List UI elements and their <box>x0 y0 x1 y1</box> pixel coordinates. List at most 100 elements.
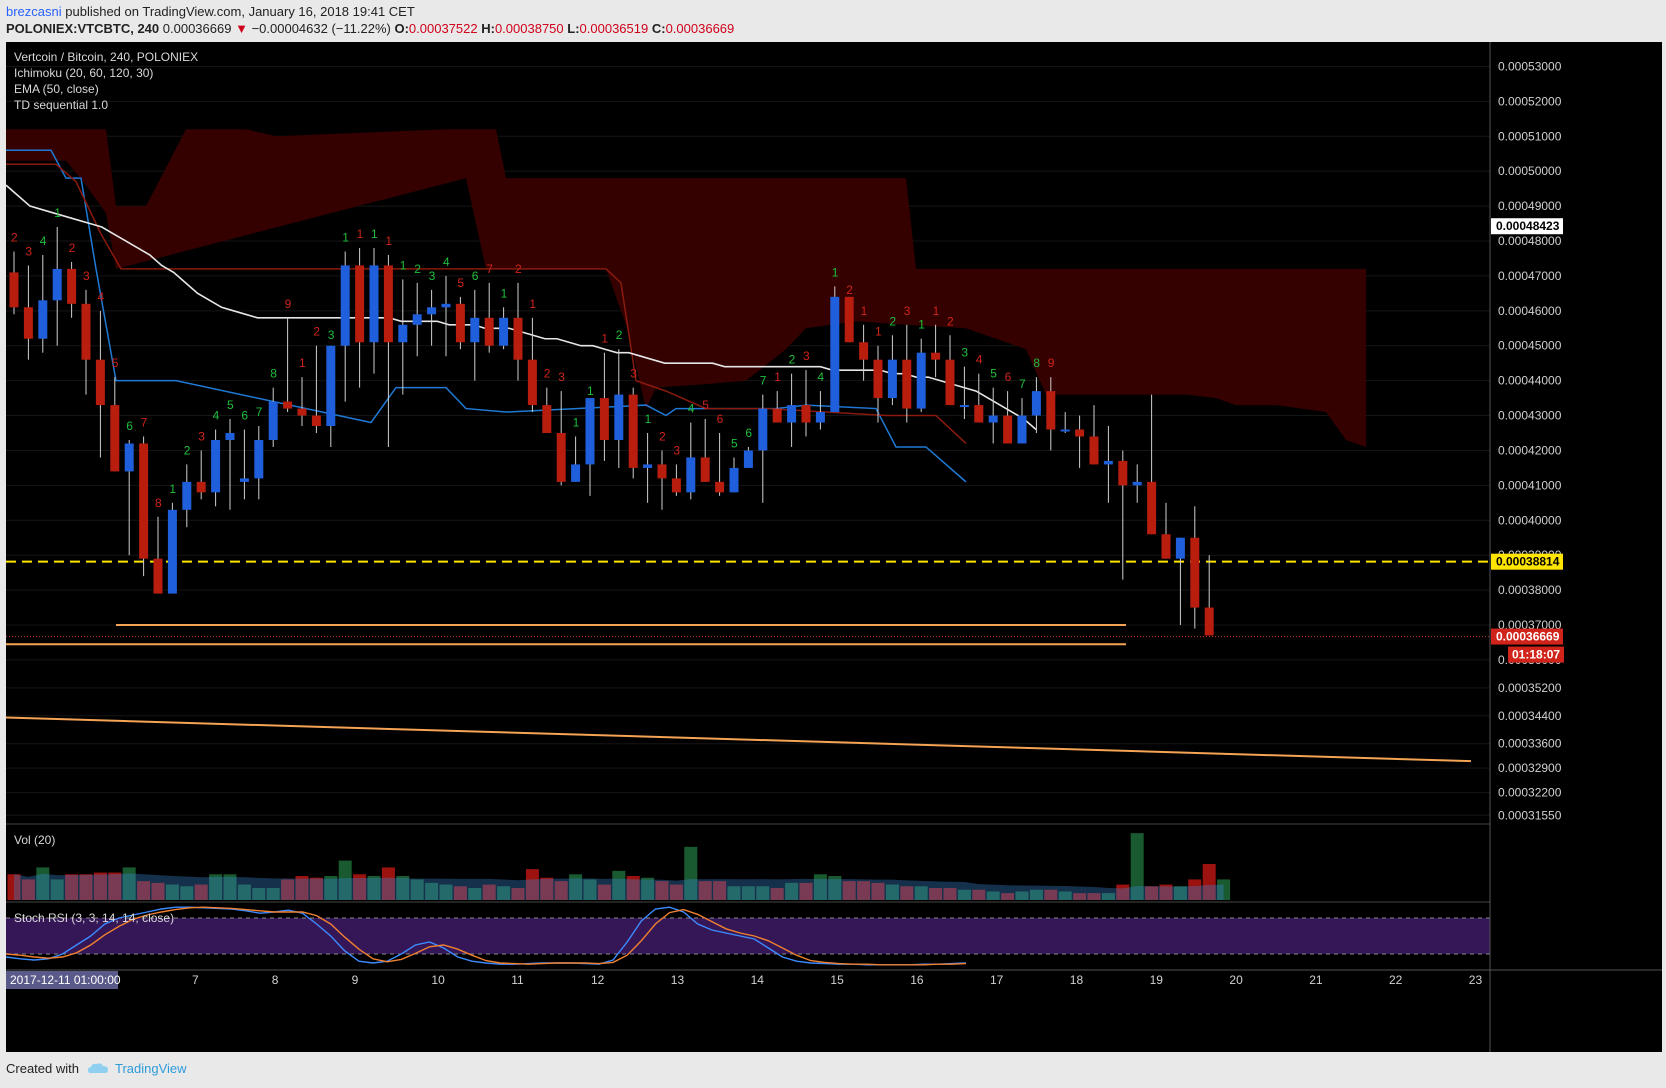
volume-bar <box>842 881 856 900</box>
close-value: 0.00036669 <box>665 21 735 36</box>
countdown-bg <box>1508 646 1564 663</box>
x-tick-label: 10 <box>431 973 445 987</box>
ichimoku-lines <box>6 149 967 483</box>
candle-body <box>844 296 854 343</box>
high-label: H: <box>481 21 495 36</box>
candle-body <box>743 450 753 468</box>
volume-bar <box>309 877 323 900</box>
tradingview-cloud-icon <box>87 1062 108 1073</box>
candle-body <box>599 398 609 440</box>
volume-bar <box>943 888 957 900</box>
y-tick-label: 0.00050000 <box>1498 164 1562 178</box>
down-arrow-icon: ▼ <box>235 21 248 36</box>
td-count: 5 <box>990 367 997 381</box>
td-count: 3 <box>904 304 911 318</box>
td-count: 1 <box>587 384 594 398</box>
x-tick-label: 18 <box>1070 973 1084 987</box>
candles[interactable] <box>9 227 1214 636</box>
volume-bar <box>108 872 122 900</box>
x-tick-label: 12 <box>591 973 605 987</box>
candle-body <box>1118 460 1128 486</box>
td-count: 3 <box>328 328 335 342</box>
td-count: 2 <box>184 443 191 457</box>
x-tick-label: 23 <box>1469 973 1483 987</box>
volume-bar <box>223 874 237 900</box>
td-count: 6 <box>1005 370 1012 384</box>
volume-bar <box>511 888 525 900</box>
candle-body <box>297 408 307 416</box>
candle-body <box>1003 415 1013 444</box>
price-grid <box>6 65 1490 816</box>
td-count: 7 <box>256 405 263 419</box>
volume-bar <box>1029 889 1043 900</box>
td-count: 8 <box>155 496 162 510</box>
resistance-price-tag-bg <box>1491 553 1563 570</box>
candle-body <box>427 307 437 315</box>
candle-body <box>527 359 537 406</box>
volume-bar <box>453 886 467 900</box>
candle-body <box>38 300 48 339</box>
candle-body <box>988 415 998 423</box>
td-count: 1 <box>529 297 536 311</box>
candle-body <box>787 405 797 423</box>
candle-body <box>167 509 177 594</box>
td-count: 3 <box>673 443 680 457</box>
td-count: 1 <box>169 482 176 496</box>
td-count: 9 <box>285 297 292 311</box>
td-count: 1 <box>933 304 940 318</box>
time-axis[interactable]: 2017-12-11 01:00:00 7 8 9 10 11 12 13 14 15 16 17 18… <box>6 969 1662 989</box>
candle-body <box>815 412 825 423</box>
td-count: 1 <box>774 370 781 384</box>
volume-bar <box>813 874 827 900</box>
legend-ichimoku: Ichimoku (20, 60, 120, 30) <box>14 66 153 80</box>
volume-bar <box>281 879 295 900</box>
stoch-k-line <box>5 906 967 966</box>
publisher-name[interactable]: brezcasni <box>6 4 62 19</box>
td-count: 1 <box>573 415 580 429</box>
tradingview-brand[interactable]: TradingView <box>87 1061 187 1076</box>
volume-bar <box>871 882 885 900</box>
volume-bar <box>137 881 151 900</box>
candle-body <box>412 314 422 325</box>
y-tick-label: 0.00033600 <box>1498 737 1562 751</box>
ichimoku-cloud <box>6 129 1366 447</box>
x-tick-label: 9 <box>352 973 359 987</box>
candle-body <box>1103 460 1113 465</box>
td-count: 4 <box>97 290 104 304</box>
volume-bar <box>785 882 799 900</box>
td-count: 4 <box>976 353 983 367</box>
candle-body <box>1204 607 1214 636</box>
countdown-label: 01:18:07 <box>1512 648 1560 662</box>
y-tick-label: 0.00053000 <box>1498 59 1562 73</box>
candle-body <box>1031 391 1041 416</box>
candle-body <box>887 359 897 399</box>
td-count: 2 <box>69 241 76 255</box>
volume-bar <box>684 846 698 900</box>
y-tick-label: 0.00035200 <box>1498 681 1562 695</box>
volume-bar <box>525 869 539 900</box>
price-axis[interactable]: 0.00053000 0.00052000 0.00051000 0.00050000… <box>1489 42 1662 1052</box>
candle-body <box>283 401 293 409</box>
tradingview-link[interactable]: TradingView <box>114 1061 187 1076</box>
candle-body <box>1161 534 1171 559</box>
volume-bar <box>21 879 35 900</box>
volume-bar <box>7 874 21 900</box>
last-price: 0.00036669 <box>162 21 232 36</box>
y-tick-label: 0.00042000 <box>1498 443 1562 457</box>
candle-body <box>383 265 393 343</box>
volume-label: Vol (20) <box>14 833 55 847</box>
volume-bar <box>1073 893 1087 900</box>
td-count: 3 <box>429 269 436 283</box>
volume-bar <box>194 884 208 900</box>
support-resistance-lines[interactable] <box>5 560 1490 763</box>
stoch-band <box>6 918 1490 954</box>
y-tick-label: 0.00031550 <box>1498 808 1562 822</box>
td-count: 2 <box>414 262 421 276</box>
low-value: 0.00036519 <box>579 21 649 36</box>
open-value: 0.00037522 <box>408 21 478 36</box>
volume-bar <box>381 867 395 900</box>
footer: Created with TradingView <box>6 1061 187 1076</box>
